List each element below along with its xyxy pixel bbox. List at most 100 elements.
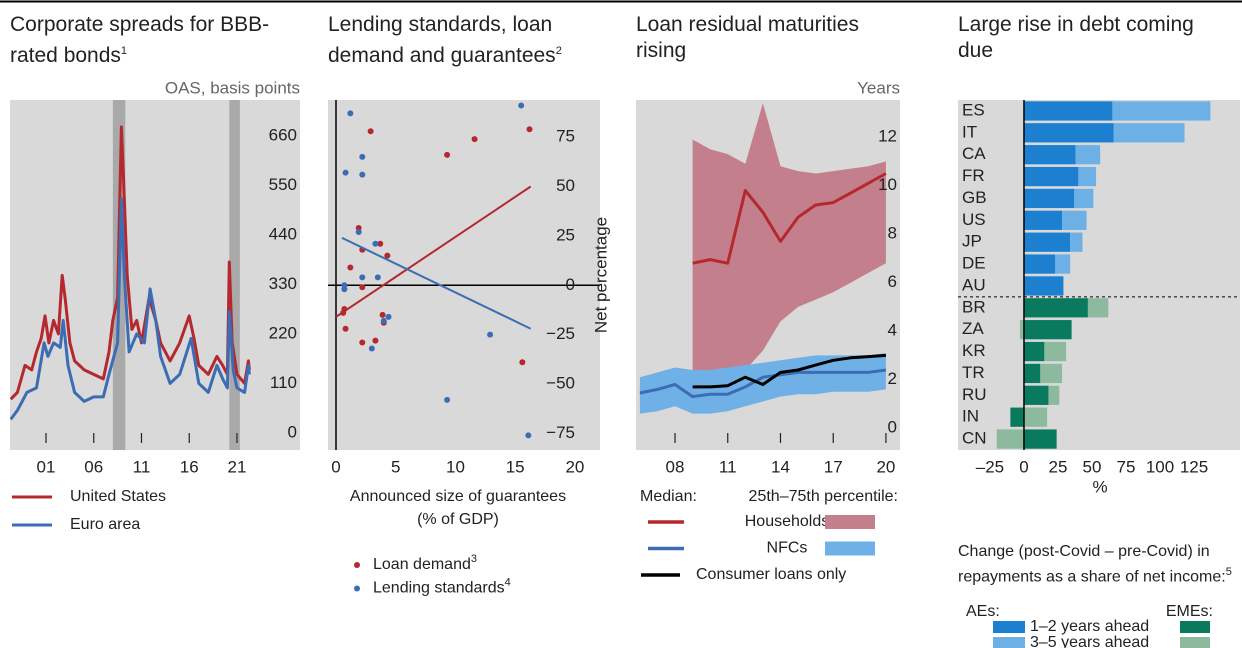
category-label: BR (962, 297, 986, 316)
plot-area (958, 100, 1240, 450)
legend-label: United States (70, 488, 166, 505)
footnote-ref: 5 (1225, 566, 1232, 578)
trend-line (335, 185, 532, 318)
x-tick-label: 11 (719, 457, 737, 476)
bar (1023, 429, 1057, 449)
bar (1023, 341, 1045, 362)
bar (1023, 254, 1056, 274)
legend-swatch (825, 541, 875, 556)
title-text: Large rise in debt coming due (958, 13, 1194, 62)
plot-background (10, 100, 300, 450)
bar (1010, 407, 1024, 427)
category-label: CA (962, 144, 986, 163)
percentile-band (692, 103, 886, 378)
category-label: DE (962, 254, 986, 273)
bar (1075, 145, 1101, 165)
category-label: AU (962, 275, 986, 294)
series-line (692, 172, 887, 265)
x-tick-label: 100 (1146, 457, 1174, 476)
y-tick-label: 0 (888, 418, 897, 437)
x-tick-label: 125 (1180, 457, 1208, 476)
legend-group: EMEs: (1166, 603, 1213, 620)
legend-label: 3–5 years ahead (1030, 634, 1149, 648)
plot-area (328, 100, 600, 450)
x-tick-label: 20 (876, 457, 895, 476)
y-tick-label: −50 (546, 374, 575, 393)
legend-header: 25th–75th percentile: (749, 488, 898, 505)
y-tick-label: 4 (888, 321, 897, 340)
footnote-ref: 4 (505, 576, 511, 588)
category-label: IT (962, 122, 977, 141)
y-tick-label: 12 (878, 127, 897, 146)
x-tick-label: –25 (976, 457, 1004, 476)
chart-title: Loan residual maturities rising (636, 12, 898, 64)
x-axis-label: Announced size of guarantees (% of GDP) (349, 488, 567, 528)
legend-label: Households (745, 513, 830, 530)
scatter-point (525, 432, 532, 439)
plot-area (639, 103, 887, 414)
bar (1074, 188, 1094, 209)
chart-title: Large rise in debt coming due (958, 12, 1228, 64)
trend-line (341, 236, 532, 330)
bar (1112, 101, 1211, 121)
category-label: US (962, 210, 986, 229)
bar (1023, 320, 1072, 340)
title-text: Corporate spreads for BBB-rated bonds (10, 13, 270, 67)
bar (1040, 363, 1063, 384)
bar (1023, 166, 1079, 187)
scatter-point (526, 126, 533, 133)
scatter-point (374, 274, 381, 281)
scatter-point (367, 128, 374, 135)
x-tick-label: 14 (771, 457, 790, 476)
category-label: ES (962, 100, 985, 119)
x-tick-label: 25 (1049, 457, 1068, 476)
x-tick-label: 15 (506, 457, 525, 476)
legend-swatch (1180, 637, 1210, 648)
x-tick-label: 5 (391, 457, 400, 476)
legend-label: Lending standards4 (373, 576, 511, 596)
bar (1078, 166, 1097, 187)
y-tick-label: 550 (269, 175, 297, 194)
footnote-ref: 2 (555, 45, 562, 57)
unit-label: OAS, basis points (165, 78, 300, 97)
scatter-point (518, 102, 525, 109)
bar (1023, 101, 1113, 121)
legend-swatch (993, 637, 1025, 648)
y-tick-label: 330 (269, 274, 297, 293)
bar (1023, 232, 1071, 252)
scatter-point (372, 337, 379, 344)
x-axis-label: % (1092, 477, 1107, 496)
y-tick-label: 10 (878, 175, 897, 194)
footnote-ref: 3 (471, 553, 477, 565)
y-tick-label: 50 (556, 176, 575, 195)
legend-header: Median: (640, 488, 697, 505)
bar (1023, 276, 1064, 296)
category-label: TR (962, 363, 985, 382)
legend-label: NFCs (767, 540, 808, 557)
bar (1023, 298, 1088, 318)
scatter-point (359, 171, 366, 178)
scatter-point (359, 339, 366, 346)
bar (1019, 320, 1024, 340)
legend-swatch (993, 621, 1025, 633)
legend-label: Loan demand3 (373, 553, 477, 573)
category-label: KR (962, 341, 986, 360)
x-tick-label: 16 (180, 457, 199, 476)
y-tick-label: 2 (888, 369, 897, 388)
title-text: Loan residual maturities rising (636, 13, 859, 62)
category-label: CN (962, 429, 987, 448)
y-axis-label: Net percentage (591, 217, 610, 333)
x-tick-label: 75 (1117, 457, 1136, 476)
scatter-point (471, 136, 478, 143)
scatter-point (444, 151, 451, 158)
legend-swatch (825, 515, 875, 529)
bar (996, 429, 1024, 449)
legend-swatch (1180, 621, 1210, 633)
series-line (692, 353, 887, 389)
x-tick-label: 50 (1083, 457, 1102, 476)
x-tick-label: 08 (666, 457, 685, 476)
scatter-point (379, 311, 386, 318)
y-tick-label: 0 (288, 422, 297, 441)
legend-name: Loan demand (373, 556, 471, 573)
legend-group: AEs: (966, 603, 1000, 620)
